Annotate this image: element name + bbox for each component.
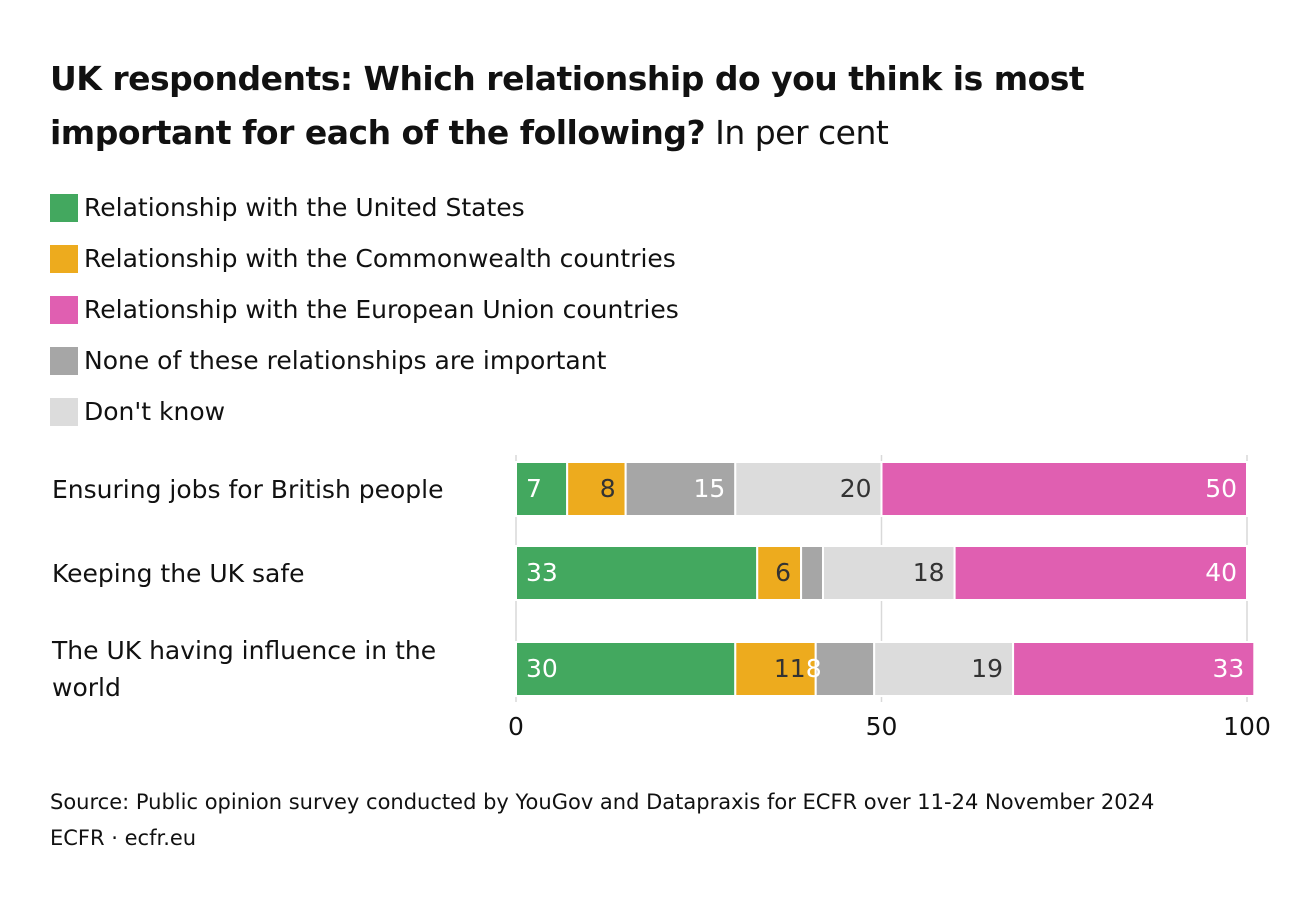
x-tick-label: 100: [1223, 712, 1271, 741]
value-label: 30: [526, 654, 558, 683]
bar-segment: [880, 461, 1248, 517]
value-label: 33: [526, 558, 558, 587]
value-label: 18: [913, 558, 945, 587]
legend-label: None of these relationships are importan…: [84, 346, 607, 375]
value-label: 19: [971, 654, 1003, 683]
bar-segment: [822, 545, 956, 601]
category-label: Keeping the UK safe: [52, 558, 305, 588]
value-label: 20: [840, 474, 872, 503]
legend-swatch: [50, 398, 78, 426]
bar-segment: [814, 641, 876, 697]
bar-segment: [953, 545, 1248, 601]
value-label: 15: [693, 474, 725, 503]
value-label: 33: [1212, 654, 1244, 683]
value-label: 8: [600, 474, 616, 503]
bar-segment: [515, 461, 569, 517]
legend-swatch: [50, 245, 78, 273]
value-label: 11: [774, 654, 806, 683]
bar-segment: [566, 461, 627, 517]
bar-segment: [800, 545, 825, 601]
bar-segment: [515, 641, 737, 697]
bar-segment: [624, 461, 737, 517]
chart-title: UK respondents: Which relationship do yo…: [50, 59, 1085, 152]
bar-segment: [873, 641, 1015, 697]
bar-segment: [1012, 641, 1256, 697]
bar-segment: [515, 545, 759, 601]
category-label: The UK having influence in the world: [52, 636, 437, 702]
x-tick-label: 0: [508, 712, 524, 741]
value-label: 7: [526, 474, 542, 503]
legend-swatch: [50, 194, 78, 222]
legend-label: Relationship with the Commonwealth count…: [84, 244, 676, 273]
chart-subtitle: In per cent: [715, 113, 889, 152]
legend-label: Don't know: [84, 397, 225, 426]
value-label: 8: [806, 654, 822, 683]
bar-segment: [756, 545, 803, 601]
title-block: UK respondents: Which relationship do yo…: [50, 52, 1250, 160]
source: Source: Public opinion survey conducted …: [50, 790, 1155, 814]
category-label: Ensuring jobs for British people: [52, 474, 444, 504]
legend-label: Relationship with the United States: [84, 193, 525, 222]
legend-swatch: [50, 347, 78, 375]
legend-swatch: [50, 296, 78, 324]
bar-segment: [734, 461, 883, 517]
value-label: 50: [1205, 474, 1237, 503]
credit: ECFR · ecfr.eu: [50, 826, 197, 850]
x-tick-label: 50: [866, 712, 898, 741]
value-label: 40: [1205, 558, 1237, 587]
value-label: 6: [775, 558, 791, 587]
legend-label: Relationship with the European Union cou…: [84, 295, 679, 324]
